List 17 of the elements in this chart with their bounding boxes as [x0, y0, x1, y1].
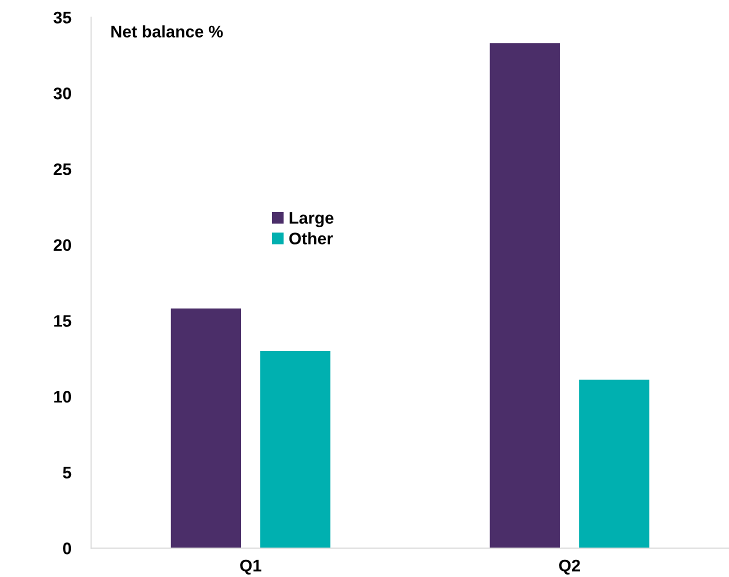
bar	[490, 43, 560, 548]
legend-label: Large	[290, 212, 334, 228]
y-tick-label: 30	[54, 88, 71, 100]
y-tick-label: 25	[54, 163, 72, 176]
y-tick-label: 20	[54, 239, 71, 252]
y-tick-label: 0	[63, 542, 71, 554]
y-tick-label: 10	[54, 390, 71, 403]
y-tick-label: 35	[54, 12, 72, 24]
x-tick-label: Q1	[240, 560, 262, 575]
y-axis-title: Net balance %	[111, 25, 223, 38]
bar	[579, 380, 650, 548]
y-tick-label: 5	[62, 466, 72, 479]
y-tick-label: 15	[54, 315, 72, 327]
x-tick-label: Q2	[559, 560, 580, 575]
bar	[260, 350, 330, 548]
legend-label: Other	[289, 232, 333, 244]
bar	[170, 308, 242, 548]
